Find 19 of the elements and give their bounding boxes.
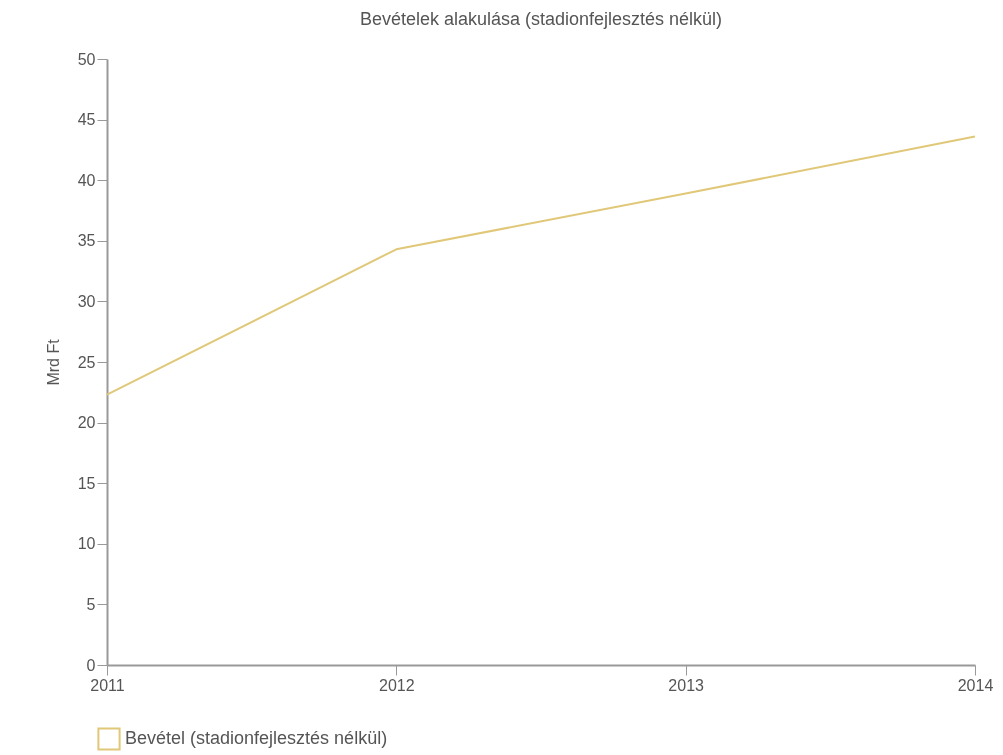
y-tick-label: 0 — [86, 656, 96, 674]
x-tick-label: 2013 — [668, 676, 705, 694]
x-tick-label: 2012 — [379, 676, 415, 694]
x-tick-label: 2014 — [957, 676, 994, 694]
line-series — [106, 135, 976, 396]
y-tick-label: 10 — [77, 535, 96, 553]
y-tick-label: 40 — [77, 171, 96, 189]
y-tick-label: 45 — [77, 111, 96, 129]
y-tick-label: 50 — [77, 50, 96, 68]
y-tick-label: 25 — [77, 353, 96, 371]
y-tick-label: 30 — [77, 292, 96, 310]
y-tick-label: 35 — [77, 232, 96, 250]
y-tick-label: 15 — [77, 474, 96, 492]
chart-title: Bevételek alakulása (stadionfejlesztés nélkül) — [359, 9, 723, 29]
y-tick-label: 5 — [86, 595, 96, 613]
y-axis-title: Mrd Ft — [44, 338, 62, 386]
x-tick-label: 2011 — [90, 676, 125, 694]
legend-label: Bevétel (stadionfejlesztés nélkül) — [125, 728, 388, 748]
y-tick-label: 20 — [77, 414, 96, 432]
